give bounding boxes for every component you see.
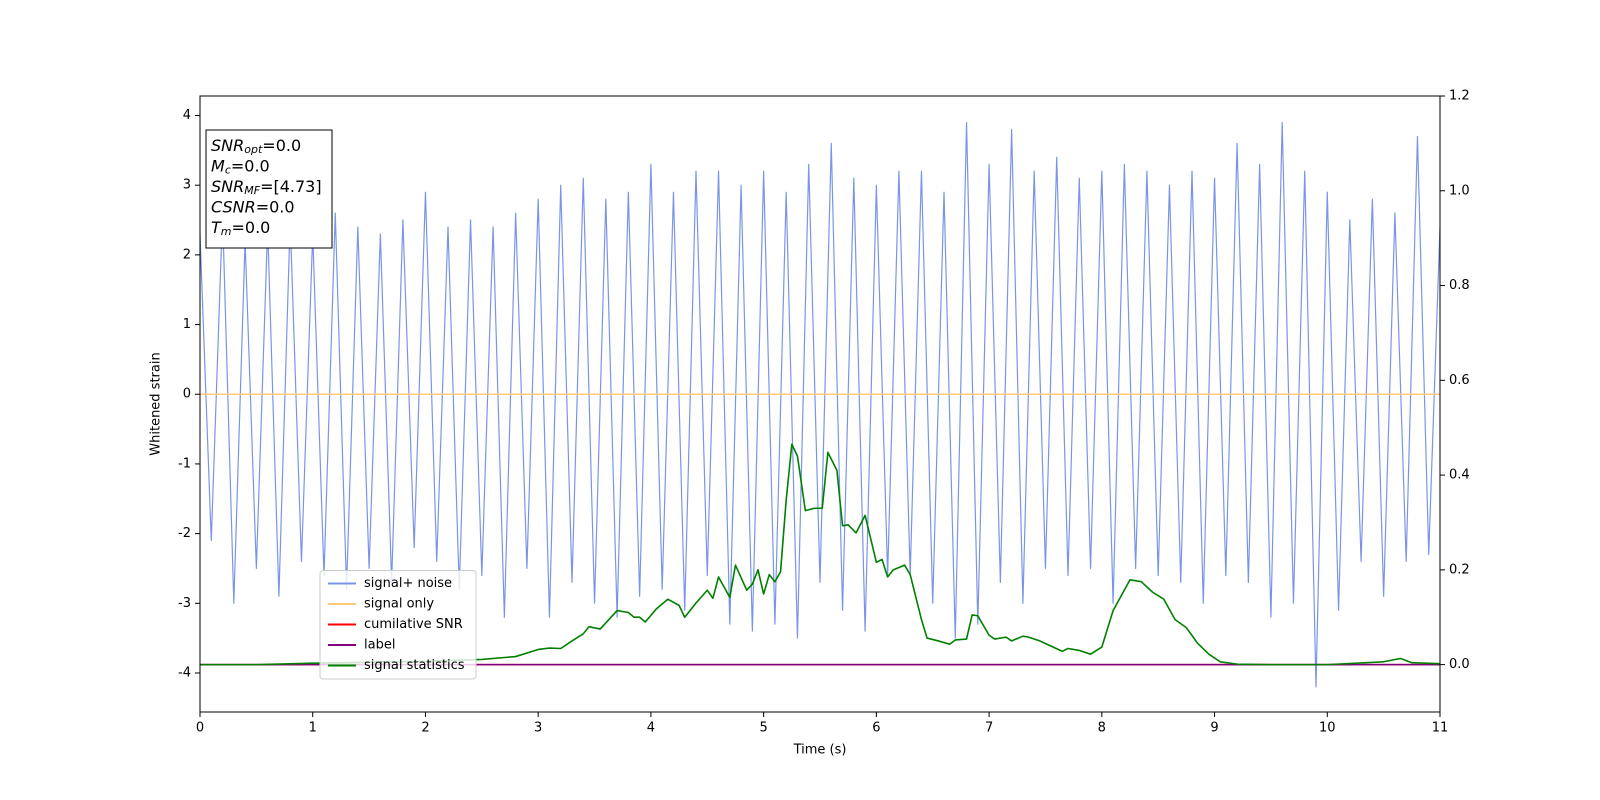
x-tick-label: 8 [1098,721,1106,736]
annotation: SNRMF=[4.73] [211,177,322,198]
annotation: Mc=0.0 [211,156,270,177]
y-tick-label: -3 [178,596,191,611]
series-line [200,121,1440,688]
x-tick-label: 2 [421,721,429,736]
x-tick-label: 1 [309,721,317,736]
y2-tick-label: 1.0 [1449,183,1470,198]
x-tick-label: 5 [759,721,767,736]
annotation-symbol: M [211,156,225,175]
legend-box [319,570,477,680]
legend-label: signal statistics [364,658,465,673]
x-axis-label: Time (s) [793,743,847,758]
y2-tick-label: 0.0 [1449,657,1470,672]
axes-frame [199,95,1441,713]
annotation-value: =[4.73] [260,177,322,196]
y-tick-label: 0 [183,387,191,402]
x-tick-label: 11 [1432,721,1449,736]
y-tick-label: 2 [183,247,191,262]
x-tick-label: 10 [1319,721,1336,736]
x-tick-label: 9 [1210,721,1218,736]
annotation-symbol: SNR [211,177,244,196]
x-tick-label: 4 [647,721,655,736]
y-tick-label: -1 [178,456,191,471]
y-tick-label: 1 [183,317,191,332]
legend-label: cumilative SNR [364,617,463,632]
legend-label: label [364,638,395,653]
y2-tick-label: 0.8 [1449,278,1470,293]
annotation-symbol: T [211,218,222,237]
annotation-subscript: opt [244,143,263,156]
annotation-value: =0.0 [256,197,295,216]
annotation-subscript: c [225,164,231,177]
y-axis-label: Whitened strain [149,352,164,455]
annotation-box [205,129,333,249]
annotation: Tm=0.0 [211,218,270,239]
y-tick-label: 3 [183,178,191,193]
y2-tick-label: 0.6 [1449,373,1470,388]
annotation-subscript: m [221,225,232,238]
annotation-value: =0.0 [231,156,270,175]
annotation-value: =0.0 [262,136,301,155]
y2-tick-label: 1.2 [1449,89,1470,104]
x-tick-label: 0 [196,721,204,736]
x-tick-label: 6 [872,721,880,736]
annotation-symbol: CSNR [211,197,256,216]
y-tick-label: 4 [183,108,191,123]
annotation-subscript: MF [244,184,260,197]
series-line [200,443,1440,666]
y2-tick-label: 0.2 [1449,562,1470,577]
y-tick-label: -2 [178,526,191,541]
annotation-value: =0.0 [232,218,271,237]
legend-label: signal+ noise [364,576,452,591]
y2-tick-label: 0.4 [1449,468,1470,483]
x-tick-label: 7 [985,721,993,736]
legend-label: signal only [364,597,434,612]
annotation-symbol: SNR [211,136,244,155]
annotation: CSNR=0.0 [211,197,295,216]
x-tick-label: 3 [534,721,542,736]
y-tick-label: -4 [178,665,191,680]
annotation: SNRopt=0.0 [211,136,301,157]
